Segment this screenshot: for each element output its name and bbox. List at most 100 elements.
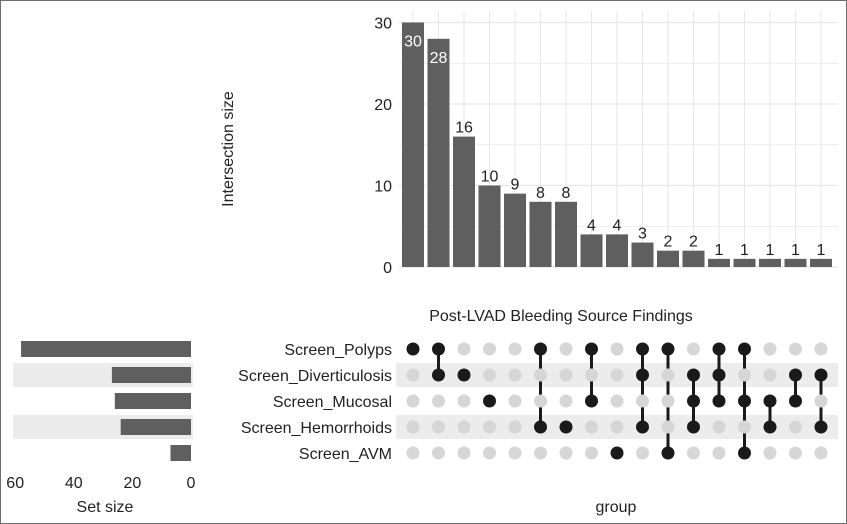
matrix-dot-filled <box>636 342 649 356</box>
matrix-dot-empty <box>483 368 496 382</box>
intersection-bar <box>504 193 526 267</box>
matrix-dot-empty <box>712 446 726 460</box>
matrix-dot-empty <box>432 420 445 434</box>
intersection-bar <box>810 258 832 267</box>
y-tick-label: 10 <box>374 179 392 196</box>
bar-value-label: 3 <box>638 226 647 243</box>
bar-value-label: 4 <box>587 217 596 234</box>
matrix-dot-empty <box>585 368 598 382</box>
matrix-dot-filled <box>457 368 471 382</box>
matrix-dot-empty <box>534 368 547 382</box>
matrix-dot-empty <box>738 368 751 382</box>
set-size-tick-label: 40 <box>65 475 83 492</box>
matrix-dot-empty <box>457 446 471 460</box>
matrix-dot-filled <box>814 368 828 382</box>
intersection-bar <box>733 258 756 267</box>
matrix-dot-empty <box>432 446 445 460</box>
matrix-dot-empty <box>712 420 726 434</box>
matrix-dot-filled <box>585 342 598 356</box>
matrix-dot-filled <box>738 394 751 408</box>
matrix-dot-empty <box>789 446 802 460</box>
matrix-dot-empty <box>610 394 624 408</box>
matrix-dot-empty <box>559 368 573 382</box>
intersection-bar <box>657 250 679 267</box>
set-size-label: Set size <box>77 499 134 516</box>
matrix-dot-empty <box>610 342 624 356</box>
matrix-dot-filled <box>712 394 726 408</box>
matrix-dot-empty <box>763 342 777 356</box>
matrix-dot-filled <box>534 342 547 356</box>
matrix-dot-empty <box>661 420 675 434</box>
set-label: Screen_AVM <box>299 446 392 463</box>
matrix-dot-empty <box>738 420 751 434</box>
intersection-bar <box>759 258 781 267</box>
y-tick-label: 0 <box>383 260 392 277</box>
matrix-dot-filled <box>559 420 573 434</box>
matrix-dot-empty <box>814 446 828 460</box>
matrix-dot-empty <box>457 420 471 434</box>
matrix-dot-filled <box>636 368 649 382</box>
intersection-bar <box>555 201 577 267</box>
matrix-dot-empty <box>432 394 445 408</box>
matrix-dot-filled <box>636 420 649 434</box>
matrix-dot-empty <box>585 420 598 434</box>
bar-value-label: 9 <box>511 177 520 194</box>
set-label: Screen_Polyps <box>284 342 392 359</box>
matrix-dot-empty <box>534 446 547 460</box>
matrix-dot-empty <box>814 342 828 356</box>
bar-value-label: 30 <box>404 34 422 51</box>
intersection-bar <box>529 201 552 267</box>
bar-value-label: 8 <box>536 185 545 202</box>
set-label: Screen_Mucosal <box>273 394 392 411</box>
matrix-dot-empty <box>687 446 700 460</box>
set-labels: Screen_Polyps Screen_Diverticulosis Screen… <box>238 342 392 463</box>
matrix-dot-filled <box>789 368 802 382</box>
matrix-dot-empty <box>534 394 547 408</box>
bar-value-label: 1 <box>817 242 826 259</box>
intersection-bar <box>427 38 450 267</box>
matrix-dot-empty <box>483 420 496 434</box>
matrix-dot-filled <box>432 342 445 356</box>
intersection-bar <box>784 258 807 267</box>
intersection-bar <box>631 242 654 267</box>
intersection-bar <box>708 258 730 267</box>
matrix-dot-filled <box>738 342 751 356</box>
matrix-dot-empty <box>610 420 624 434</box>
y-axis: 0 10 20 30 <box>374 16 392 278</box>
matrix-dot-empty <box>559 394 573 408</box>
matrix-dot-empty <box>559 342 573 356</box>
matrix-dot-filled <box>483 394 496 408</box>
matrix-dot-empty <box>508 446 522 460</box>
matrix-dot-filled <box>610 446 624 460</box>
matrix-dot-empty <box>610 368 624 382</box>
intersection-bar <box>402 22 424 267</box>
matrix-dot-empty <box>687 342 700 356</box>
intersection-bar <box>682 250 705 267</box>
set-label: Screen_Diverticulosis <box>238 368 392 385</box>
matrix-dot-empty <box>559 446 573 460</box>
matrix-dot-filled <box>763 420 777 434</box>
bar-value-label: 4 <box>613 217 622 234</box>
matrix-dot-filled <box>738 446 751 460</box>
y-tick-label: 30 <box>374 16 392 33</box>
bar-value-label: 16 <box>455 120 473 137</box>
matrix-dot-empty <box>763 446 777 460</box>
matrix-dot-empty <box>508 420 522 434</box>
matrix-dot-empty <box>457 394 471 408</box>
set-size-bar <box>111 367 191 383</box>
intersection-bar <box>478 185 501 267</box>
matrix-dot-filled <box>763 394 777 408</box>
y-axis-label: Intersection size <box>220 91 237 207</box>
matrix-dot-empty <box>406 420 420 434</box>
matrix-dot-filled <box>585 394 598 408</box>
set-size-bar <box>21 341 192 357</box>
bar-value-label: 2 <box>689 234 698 251</box>
matrix-dot-filled <box>712 342 726 356</box>
set-label: Screen_Hemorrhoids <box>241 420 392 437</box>
set-size-tick-label: 20 <box>124 475 142 492</box>
matrix-dot-filled <box>687 420 700 434</box>
matrix-dot-empty <box>406 394 420 408</box>
x-axis-label: group <box>596 499 637 516</box>
matrix-dot-filled <box>661 342 675 356</box>
